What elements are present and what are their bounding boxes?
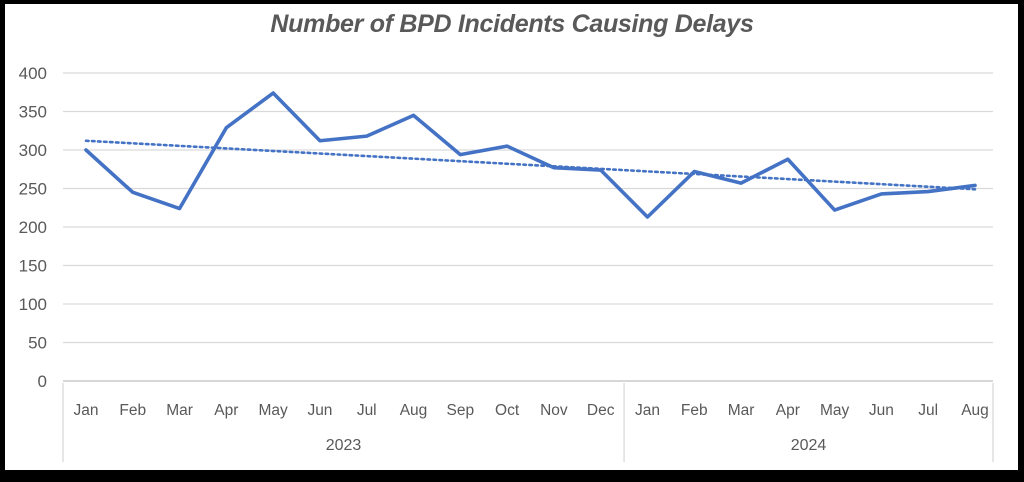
month-tick-label: Jun [307, 402, 332, 419]
year-label: 2023 [326, 437, 362, 454]
y-axis-tick-label: 50 [28, 334, 47, 353]
chart-title: Number of BPD Incidents Causing Delays [270, 10, 754, 38]
month-tick-label: Apr [214, 402, 238, 419]
y-axis-tick-label: 150 [19, 257, 47, 276]
data-series-line [84, 91, 977, 219]
y-axis-tick-label: 100 [19, 295, 47, 314]
month-tick-label: Mar [728, 402, 755, 419]
month-tick-label: Feb [119, 402, 146, 419]
month-tick-label: Nov [540, 402, 568, 419]
month-tick-label: Feb [681, 402, 708, 419]
trend-line [84, 139, 977, 191]
y-axis-tick-label: 400 [19, 64, 47, 83]
month-tick-label: Dec [587, 402, 615, 419]
year-label: 2024 [791, 437, 827, 454]
month-tick-label: Aug [961, 402, 989, 419]
month-tick-label: Jun [869, 402, 894, 419]
y-axis-tick-label: 0 [38, 372, 47, 391]
month-tick-label: Jan [74, 402, 99, 419]
month-tick-label: Oct [495, 402, 520, 419]
month-tick-label: Jul [357, 402, 377, 419]
month-tick-label: Sep [447, 402, 475, 419]
month-tick-label: Aug [400, 402, 428, 419]
month-tick-label: May [259, 402, 289, 419]
month-tick-label: Jul [918, 402, 938, 419]
month-tick-label: Apr [776, 402, 800, 419]
month-tick-label: Mar [166, 402, 193, 419]
y-axis-tick-label: 300 [19, 141, 47, 160]
y-axis-tick-label: 350 [19, 103, 47, 122]
month-tick-label: May [820, 402, 850, 419]
y-axis-tick-label: 200 [19, 218, 47, 237]
y-axis-tick-label: 250 [19, 180, 47, 199]
month-tick-label: Jan [635, 402, 660, 419]
